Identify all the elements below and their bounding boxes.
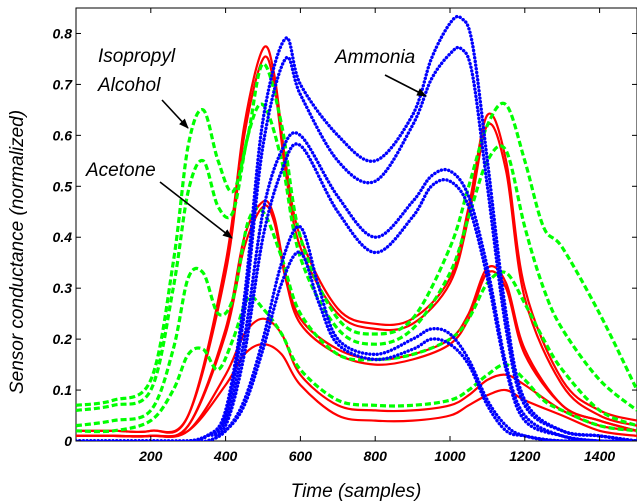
red-solid-series-2 [76, 55, 637, 434]
y-tick-label: 0.7 [53, 76, 74, 92]
blue-dotted-series-1 [76, 14, 637, 441]
ammonia-arrow [384, 74, 427, 97]
blue-dotted-series-6 [76, 250, 637, 441]
annotation-isopropyl: Isopropyl [98, 46, 176, 67]
x-tick-label: 1200 [509, 448, 540, 464]
acetone-arrow [159, 181, 233, 239]
green-dashed-series-1 [76, 62, 637, 407]
y-tick-label: 0.1 [53, 382, 73, 398]
y-tick-label: 0.6 [53, 127, 73, 143]
y-axis-label: Sensor conductance (normalized) [7, 110, 28, 394]
annotation-ammonia: Ammonia [334, 47, 415, 68]
annotation-acetone: Acetone [85, 160, 156, 181]
y-tick-label: 0.8 [53, 25, 73, 41]
plot-area [75, 7, 637, 442]
plot-curves [76, 14, 637, 441]
x-tick-label: 200 [138, 448, 163, 464]
y-tick-label: 0 [64, 433, 72, 449]
annotation-alcohol: Alcohol [97, 75, 161, 96]
x-tick-label: 600 [289, 448, 313, 464]
y-tick-label: 0.5 [53, 178, 73, 194]
annotations: Isopropyl Alcohol Ammonia Acetone [85, 46, 427, 239]
red-solid-series-1 [76, 45, 637, 434]
blue-dotted-series-2 [76, 45, 637, 441]
y-tick-label: 0.4 [53, 229, 73, 245]
y-tick-label: 0.2 [53, 331, 73, 347]
x-tick-label: 1400 [584, 448, 615, 464]
green-dashed-series-2 [76, 102, 637, 412]
x-tick-label: 1000 [434, 448, 465, 464]
isopropyl-arrow [161, 99, 189, 129]
x-tick-label: 400 [213, 448, 238, 464]
y-tick-label: 0.3 [53, 280, 73, 296]
x-tick-label: 800 [364, 448, 388, 464]
green-dashed-series-4 [76, 295, 637, 434]
blue-dotted-series-4 [76, 142, 637, 441]
x-axis-label: Time (samples) [291, 481, 422, 502]
green-dashed-series-3 [76, 206, 637, 428]
